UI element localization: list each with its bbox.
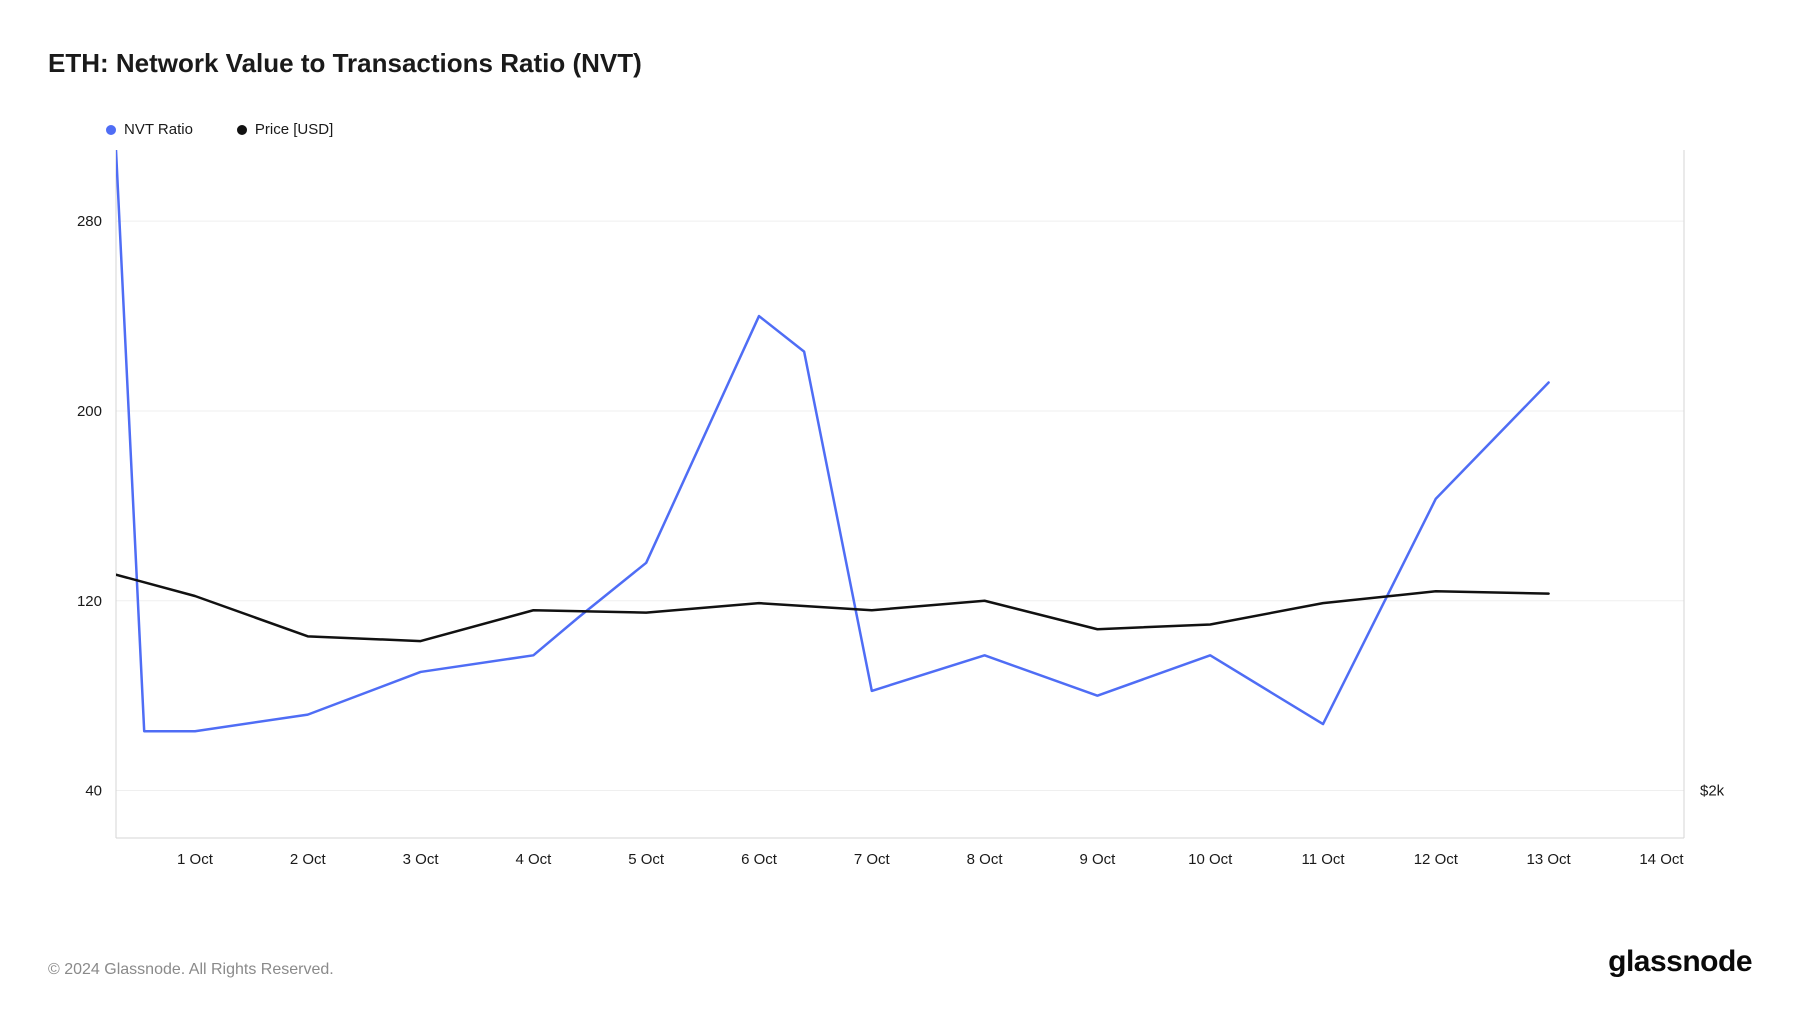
brand-logo: glassnode xyxy=(1608,945,1752,979)
svg-text:14 Oct: 14 Oct xyxy=(1639,851,1684,868)
svg-text:4 Oct: 4 Oct xyxy=(515,851,552,868)
legend-dot-icon xyxy=(106,125,116,135)
svg-text:10 Oct: 10 Oct xyxy=(1188,851,1233,868)
svg-text:40: 40 xyxy=(85,783,102,800)
legend-label: Price [USD] xyxy=(255,121,333,138)
chart-area: 40 120 200 280 1 Oct 2 Oct 3 Oct 4 Oct 5 Oct 6 Oc… xyxy=(48,144,1752,884)
svg-text:3 Oct: 3 Oct xyxy=(403,851,440,868)
svg-text:120: 120 xyxy=(77,593,102,610)
line-chart: 40 120 200 280 1 Oct 2 Oct 3 Oct 4 Oct 5 Oct 6 Oc… xyxy=(48,144,1752,884)
svg-text:12 Oct: 12 Oct xyxy=(1414,851,1459,868)
chart-title: ETH: Network Value to Transactions Ratio… xyxy=(48,48,1752,79)
copyright-text: © 2024 Glassnode. All Rights Reserved. xyxy=(48,961,334,979)
svg-text:13 Oct: 13 Oct xyxy=(1527,851,1572,868)
svg-text:200: 200 xyxy=(77,403,102,420)
svg-text:1 Oct: 1 Oct xyxy=(177,851,214,868)
legend-item-nvt: NVT Ratio xyxy=(106,121,193,138)
svg-text:2 Oct: 2 Oct xyxy=(290,851,327,868)
footer: © 2024 Glassnode. All Rights Reserved. g… xyxy=(48,945,1752,979)
legend-dot-icon xyxy=(237,125,247,135)
svg-text:$2k: $2k xyxy=(1700,783,1725,800)
svg-text:280: 280 xyxy=(77,213,102,230)
chart-legend: NVT Ratio Price [USD] xyxy=(106,121,1752,138)
legend-item-price: Price [USD] xyxy=(237,121,333,138)
svg-text:6 Oct: 6 Oct xyxy=(741,851,778,868)
svg-text:9 Oct: 9 Oct xyxy=(1079,851,1116,868)
svg-text:8 Oct: 8 Oct xyxy=(967,851,1004,868)
page: ETH: Network Value to Transactions Ratio… xyxy=(0,0,1800,1013)
svg-text:11 Oct: 11 Oct xyxy=(1301,851,1345,868)
svg-text:5 Oct: 5 Oct xyxy=(628,851,665,868)
legend-label: NVT Ratio xyxy=(124,121,193,138)
svg-text:7 Oct: 7 Oct xyxy=(854,851,891,868)
